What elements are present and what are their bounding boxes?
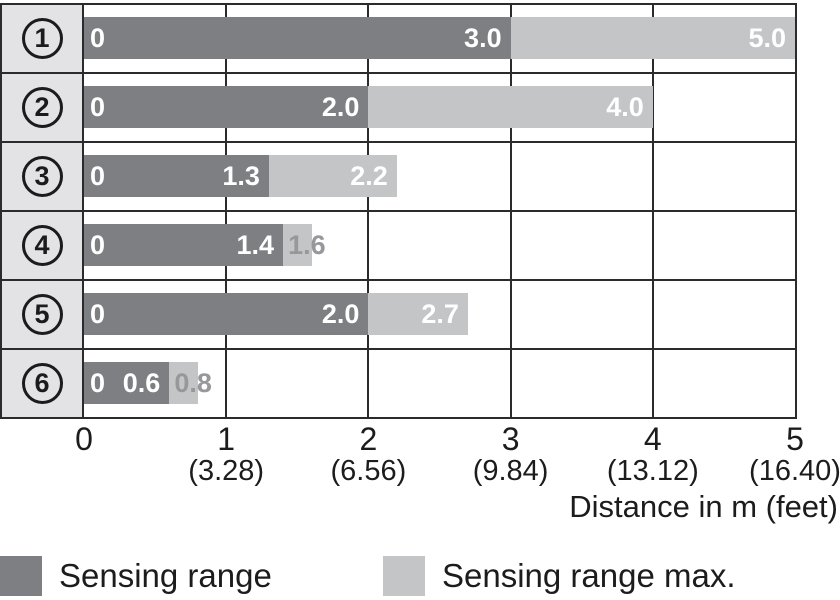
table-row: 3 0 1.3 2.2 — [2, 143, 795, 212]
row-label-cell: 1 — [2, 5, 84, 72]
bar-zero-label: 0 — [90, 299, 106, 329]
x-axis-tick: 3 (9.84) — [473, 423, 549, 487]
sensing-range-value-label: 3.0 — [464, 23, 502, 53]
table-row: 5 0 2.0 2.7 — [2, 281, 795, 350]
legend-label: Sensing range — [59, 557, 272, 594]
bar-zero-label: 0 — [90, 23, 106, 53]
row-number-circle: 6 — [21, 363, 63, 404]
tick-feet-label: (9.84) — [472, 455, 549, 487]
row-number-circle: 1 — [21, 18, 63, 59]
sensing-range-bar — [84, 293, 369, 335]
x-axis-tick: 0 — [75, 423, 93, 456]
tick-meters-label: 1 — [217, 421, 236, 457]
x-axis: 0 1 (3.28) 2 (6.56) 3 (9.84) 4 (13.12) 5 (16.40) — [0, 423, 840, 489]
row-number-circle: 4 — [21, 225, 63, 266]
sensing-range-bar — [84, 362, 170, 404]
row-label-cell: 5 — [2, 281, 84, 348]
row-number-circle: 3 — [21, 156, 63, 197]
sensing-range-max-bar — [268, 155, 397, 197]
tick-feet-label: (13.12) — [606, 455, 699, 487]
legend-item: Sensing range max. — [383, 556, 736, 596]
sensing-range-value-label: 0.6 — [122, 368, 161, 398]
row-plot: 0 3.0 5.0 — [84, 5, 795, 72]
x-axis-tick: 1 (3.28) — [188, 423, 264, 487]
sensing-range-max-bar — [169, 362, 198, 404]
sensing-range-bar — [84, 86, 369, 128]
sensing-range-value-label: 1.3 — [222, 161, 260, 191]
sensing-range-max-value-label: 1.6 — [288, 230, 326, 260]
bar-zero-label: 0 — [90, 230, 106, 260]
tick-feet-label: (6.56) — [330, 455, 407, 487]
sensing-range-bar — [84, 17, 511, 59]
bar-chart: 1 0 3.0 5.0 2 0 2.0 4.0 3 0 1.3 2.2 4 0 1.4 1.6 5 0 2.0 2.7… — [0, 3, 797, 419]
row-plot: 0 2.0 4.0 — [84, 74, 795, 141]
table-row: 4 0 1.4 1.6 — [2, 212, 795, 281]
row-label-cell: 2 — [2, 74, 84, 141]
sensing-range-value-label: 1.4 — [236, 230, 275, 260]
bar-zero-label: 0 — [90, 92, 106, 122]
sensing-range-value-label: 2.0 — [321, 299, 360, 329]
sensing-range-max-value-label: 5.0 — [748, 23, 786, 53]
row-label-cell: 3 — [2, 143, 84, 210]
row-number-circle: 5 — [21, 294, 63, 335]
row-label-cell: 6 — [2, 350, 84, 417]
bar-zero-label: 0 — [90, 161, 106, 191]
table-row: 1 0 3.0 5.0 — [2, 5, 795, 74]
tick-meters-label: 4 — [643, 421, 662, 457]
tick-meters-label: 2 — [359, 421, 378, 457]
row-plot: 0 1.3 2.2 — [84, 143, 795, 210]
sensing-range-max-value-label: 2.7 — [421, 299, 459, 329]
x-axis-title: Distance in m (feet) — [569, 489, 838, 524]
legend-item: Sensing range — [0, 556, 272, 596]
tick-feet-label: (16.40) — [749, 455, 840, 487]
x-axis-tick: 2 (6.56) — [331, 423, 407, 487]
sensing-range-max-value-label: 2.2 — [350, 161, 388, 191]
x-axis-tick: 5 (16.40) — [749, 423, 840, 487]
row-number-circle: 2 — [21, 87, 63, 128]
table-row: 2 0 2.0 4.0 — [2, 74, 795, 143]
tick-meters-label: 0 — [75, 421, 93, 457]
table-row: 6 0 0.6 0.8 — [2, 350, 795, 417]
row-plot: 0 0.6 0.8 — [84, 350, 795, 417]
sensing-range-max-bar — [368, 86, 653, 128]
tick-meters-label: 3 — [501, 421, 520, 457]
tick-meters-label: 5 — [786, 421, 804, 457]
row-plot: 0 1.4 1.6 — [84, 212, 795, 279]
sensing-range-max-bar — [283, 224, 312, 266]
sensing-range-value-label: 2.0 — [321, 92, 360, 122]
sensing-range-max-bar — [368, 293, 468, 335]
legend-label: Sensing range max. — [442, 557, 736, 594]
row-label-cell: 4 — [2, 212, 84, 279]
legend-swatch-sensing-range-max — [383, 556, 425, 596]
x-axis-tick: 4 (13.12) — [607, 423, 699, 487]
legend-swatch-sensing-range — [0, 556, 42, 596]
sensing-range-max-value-label: 4.0 — [606, 92, 644, 122]
sensing-range-max-bar — [510, 17, 795, 59]
row-plot: 0 2.0 2.7 — [84, 281, 795, 348]
sensing-range-bar — [84, 224, 284, 266]
tick-feet-label: (3.28) — [188, 455, 265, 487]
sensing-range-max-value-label: 0.8 — [174, 368, 212, 398]
legend: Sensing range Sensing range max. — [0, 556, 840, 596]
bar-zero-label: 0 — [90, 368, 106, 398]
sensing-range-bar — [84, 155, 269, 197]
